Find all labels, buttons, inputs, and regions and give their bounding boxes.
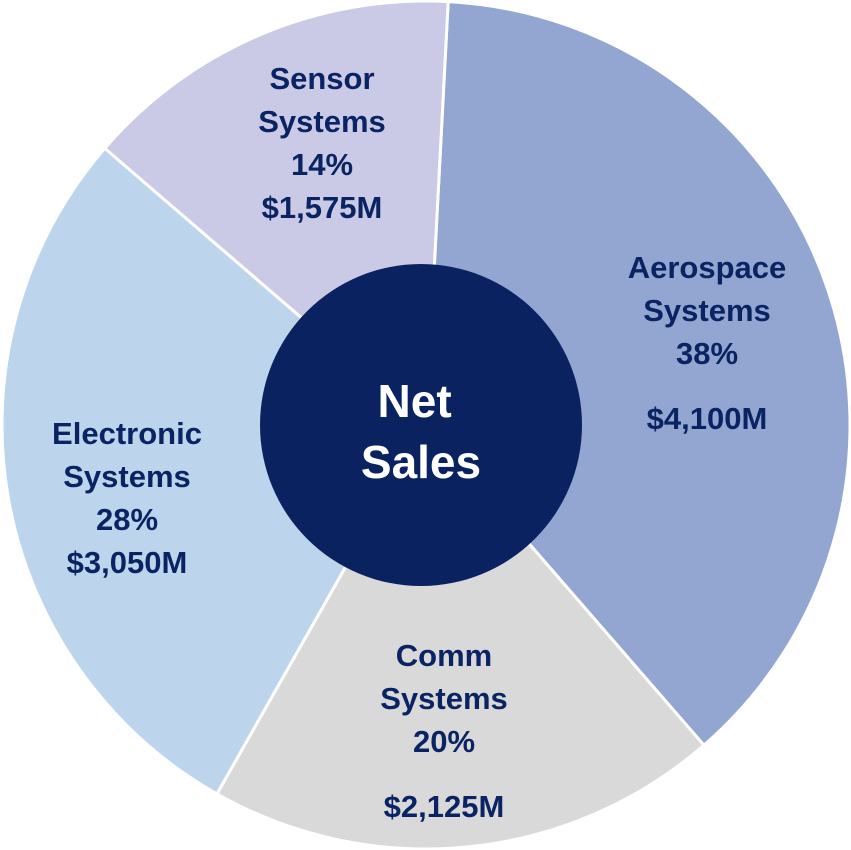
slice-label-electronic-systems: Electronic Systems 28% $3,050M: [52, 416, 202, 580]
slice-amount: $4,100M: [647, 401, 768, 436]
slice-percent: 28%: [96, 502, 158, 537]
slice-labels: Aerospace Systems 38% $4,100M Comm Systems 20%…: [52, 61, 786, 824]
slice-name-line: Systems: [63, 459, 191, 494]
slice-name-line: Systems: [380, 681, 508, 716]
slice-percent: 14%: [291, 147, 353, 182]
slice-name-line: Systems: [258, 104, 386, 139]
center-label: Net Sales: [361, 375, 481, 488]
center-label-line-2: Sales: [361, 436, 481, 488]
center-label-line-1: Net: [378, 375, 452, 427]
pie-slice-aerospace-systems: [424, 0, 851, 748]
slice-label-comm-systems: Comm Systems 20% $2,125M: [380, 638, 508, 824]
slice-name-line: Sensor: [269, 61, 374, 96]
slice-percent: 38%: [676, 336, 738, 371]
slice-percent: 20%: [413, 724, 475, 759]
slice-label-sensor-systems: Sensor Systems 14% $1,575M: [258, 61, 386, 225]
pie-slice-comm-systems: [214, 422, 707, 850]
slice-name-line: Comm: [396, 638, 492, 673]
pie-slice-electronic-systems: [0, 146, 428, 796]
slice-name-line: Systems: [643, 293, 771, 328]
center-circle: [260, 264, 582, 586]
slice-amount: $1,575M: [262, 190, 383, 225]
slice-amount: $3,050M: [67, 545, 188, 580]
slice-name-line: Electronic: [52, 416, 202, 451]
slice-label-aerospace-systems: Aerospace Systems 38% $4,100M: [628, 250, 787, 436]
slice-amount: $2,125M: [384, 789, 505, 824]
slice-name-line: Aerospace: [628, 250, 787, 285]
